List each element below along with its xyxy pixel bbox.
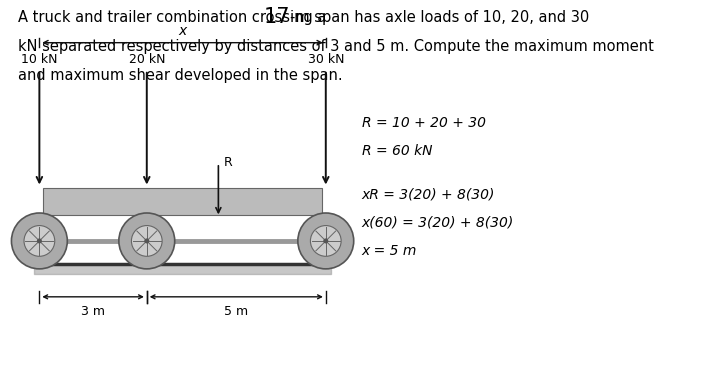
Text: R = 60 kN: R = 60 kN — [362, 144, 432, 158]
Ellipse shape — [311, 225, 341, 256]
Text: xR = 3(20) + 8(30): xR = 3(20) + 8(30) — [362, 188, 495, 202]
Text: x(60) = 3(20) + 8(30): x(60) = 3(20) + 8(30) — [362, 216, 514, 230]
Ellipse shape — [323, 238, 329, 243]
Text: x = 5 m: x = 5 m — [362, 244, 417, 258]
Ellipse shape — [298, 213, 354, 269]
Bar — [43, 188, 322, 215]
Text: R: R — [224, 156, 233, 170]
Text: R = 10 + 20 + 30: R = 10 + 20 + 30 — [362, 116, 485, 130]
Text: A truck and trailer combination crossing a: A truck and trailer combination crossing… — [18, 10, 331, 25]
Ellipse shape — [144, 238, 150, 243]
Ellipse shape — [119, 213, 175, 269]
Text: and maximum shear developed in the span.: and maximum shear developed in the span. — [18, 68, 342, 83]
Ellipse shape — [11, 213, 67, 269]
Text: 20 kN: 20 kN — [129, 53, 165, 66]
Ellipse shape — [37, 238, 42, 243]
Text: x: x — [178, 24, 187, 38]
Text: -m span has axle loads of 10, 20, and 30: -m span has axle loads of 10, 20, and 30 — [290, 10, 589, 25]
Text: 10 kN: 10 kN — [21, 53, 57, 66]
Ellipse shape — [132, 225, 162, 256]
Text: 30 kN: 30 kN — [308, 53, 344, 66]
Text: kN separated respectively by distances of 3 and 5 m. Compute the maximum moment: kN separated respectively by distances o… — [18, 39, 654, 54]
Text: 3 m: 3 m — [81, 305, 105, 319]
Text: 5 m: 5 m — [224, 305, 248, 319]
Text: 17: 17 — [263, 7, 290, 27]
Ellipse shape — [24, 225, 54, 256]
